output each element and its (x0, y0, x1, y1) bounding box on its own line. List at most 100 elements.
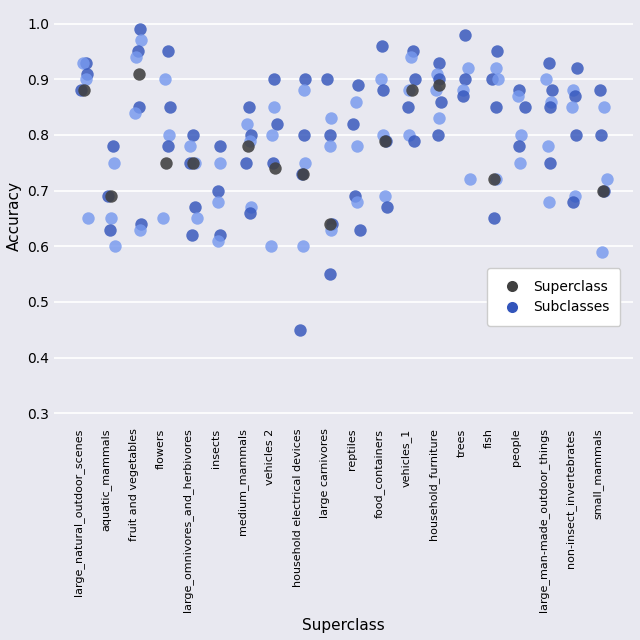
Point (436, 97, 446, 107)
Point (213, 236, 223, 246)
Point (378, 41, 388, 51)
Point (79, 85, 89, 95)
Point (299, 130, 309, 140)
Point (355, 225, 365, 235)
Point (568, 85, 578, 95)
Point (544, 58, 554, 68)
Point (598, 186, 609, 196)
Point (299, 85, 309, 95)
Point (164, 130, 174, 140)
Point (326, 113, 337, 124)
Point (434, 80, 444, 90)
Point (215, 230, 225, 240)
Point (491, 174, 501, 184)
Point (380, 136, 390, 146)
Point (570, 191, 580, 202)
Point (244, 136, 255, 146)
Point (268, 130, 278, 140)
Point (109, 241, 120, 252)
Point (270, 163, 280, 173)
Point (134, 102, 144, 112)
Point (378, 130, 388, 140)
Point (106, 213, 116, 223)
Point (599, 291, 609, 301)
Point (158, 213, 168, 223)
Point (269, 74, 280, 84)
Point (595, 85, 605, 95)
Point (246, 130, 256, 140)
Point (489, 174, 499, 184)
Point (81, 74, 91, 84)
Point (409, 136, 419, 146)
Point (324, 130, 335, 140)
Legend: Superclass, Subclasses: Superclass, Subclasses (487, 268, 620, 326)
Point (81, 58, 92, 68)
Point (567, 102, 577, 112)
Point (298, 241, 308, 252)
Point (214, 141, 225, 151)
Point (134, 24, 145, 35)
Point (351, 97, 361, 107)
Point (351, 141, 362, 151)
Point (327, 219, 337, 229)
Point (351, 196, 362, 207)
Point (434, 113, 444, 124)
Point (460, 29, 470, 40)
Point (164, 102, 175, 112)
Point (294, 324, 305, 335)
Point (83, 213, 93, 223)
Point (136, 219, 147, 229)
Point (458, 91, 468, 101)
Point (570, 91, 580, 101)
Point (300, 74, 310, 84)
Point (134, 225, 145, 235)
Point (106, 191, 116, 202)
Point (465, 174, 476, 184)
Point (184, 141, 195, 151)
Point (244, 102, 255, 112)
Point (213, 186, 223, 196)
Point (487, 74, 497, 84)
Point (460, 74, 470, 84)
Point (597, 246, 607, 257)
Point (161, 157, 171, 168)
Point (78, 58, 88, 68)
Point (131, 52, 141, 62)
Point (268, 102, 278, 112)
Point (192, 213, 202, 223)
Point (159, 74, 170, 84)
Point (212, 196, 223, 207)
Point (380, 191, 390, 202)
Point (515, 157, 525, 168)
Point (245, 208, 255, 218)
Point (326, 225, 336, 235)
Point (595, 130, 605, 140)
Point (488, 213, 499, 223)
Point (492, 46, 502, 56)
Point (403, 130, 413, 140)
Point (406, 52, 416, 62)
Point (186, 157, 196, 168)
Point (76, 85, 86, 95)
Point (572, 63, 582, 74)
Point (463, 63, 473, 74)
Point (599, 102, 609, 112)
Point (241, 157, 252, 168)
Point (243, 141, 253, 151)
Point (133, 46, 143, 56)
Point (490, 63, 500, 74)
Point (187, 230, 197, 240)
X-axis label: Superclass: Superclass (302, 618, 385, 633)
Point (266, 241, 276, 252)
Point (376, 74, 386, 84)
Point (516, 130, 526, 140)
Point (243, 118, 253, 129)
Point (82, 68, 92, 79)
Point (408, 46, 419, 56)
Point (325, 141, 335, 151)
Point (378, 85, 388, 95)
Point (134, 68, 144, 79)
Point (404, 85, 414, 95)
Point (410, 74, 420, 84)
Point (325, 219, 335, 229)
